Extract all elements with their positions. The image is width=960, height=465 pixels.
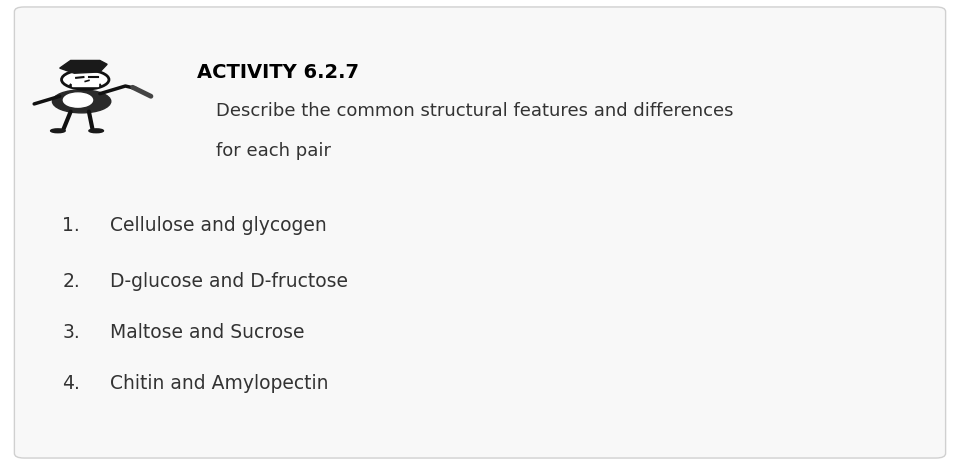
Text: for each pair: for each pair [216,142,331,160]
Text: Chitin and Amylopectin: Chitin and Amylopectin [110,374,329,393]
Ellipse shape [61,70,109,89]
Text: D-glucose and D-fructose: D-glucose and D-fructose [110,272,348,291]
Text: 2.: 2. [62,272,80,291]
Polygon shape [60,60,108,73]
Text: 4.: 4. [62,374,81,393]
Ellipse shape [63,93,92,107]
Text: 3.: 3. [62,323,80,342]
Text: 1.: 1. [62,216,80,235]
Text: ACTIVITY 6.2.7: ACTIVITY 6.2.7 [197,63,359,82]
Text: Describe the common structural features and differences: Describe the common structural features … [216,102,733,120]
Ellipse shape [89,129,104,133]
Text: Maltose and Sucrose: Maltose and Sucrose [110,323,305,342]
Ellipse shape [53,90,110,113]
Ellipse shape [51,129,65,133]
FancyBboxPatch shape [14,7,946,458]
Text: Cellulose and glycogen: Cellulose and glycogen [110,216,327,235]
Bar [73,82,98,86]
